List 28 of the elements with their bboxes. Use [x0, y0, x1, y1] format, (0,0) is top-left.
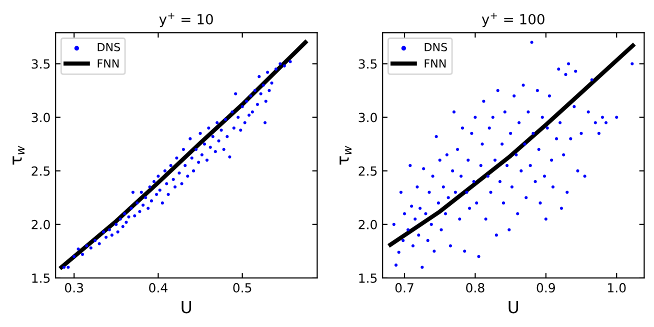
x-tick-label: 0.9 [536, 283, 555, 292]
x-tick-label: 0.3 [64, 283, 84, 292]
y-tick-label: 3.5 [358, 59, 377, 69]
line-series [59, 40, 308, 270]
y-tick-label: 2.0 [358, 220, 377, 230]
chart-title: y$^{+}$ = 10 [159, 12, 213, 28]
legend-label: FNN [98, 59, 119, 68]
legend-label: DNS [98, 42, 120, 52]
y-axis-title: τ$_{w}$ [340, 146, 352, 165]
x-tick-label: 0.4 [149, 283, 168, 292]
y-tick-label: 2.5 [32, 166, 50, 176]
x-tick-label: 1.0 [608, 283, 626, 292]
x-tick-label: 0.5 [233, 283, 252, 292]
x-axis-title: U [182, 300, 192, 314]
x-axis-title: U [508, 300, 518, 314]
y-axis-title: τ$_{w}$ [12, 146, 25, 165]
x-tick-label: 0.7 [395, 283, 414, 292]
chart-title: y$^{+}$ = 100 [482, 12, 544, 28]
x-tick-label: 0.8 [466, 283, 484, 292]
legend-label: FNN [424, 59, 446, 68]
y-tick-label: 1.5 [359, 274, 377, 283]
y-tick-label: 2.0 [32, 220, 50, 230]
y-tick-label: 2.5 [358, 166, 377, 176]
y-tick-label: 3.0 [32, 112, 50, 122]
y-tick-label: 1.5 [32, 274, 50, 283]
y-tick-label: 3.5 [32, 59, 50, 69]
legend-label: DNS [424, 42, 448, 52]
y-tick-label: 3.0 [358, 112, 377, 122]
